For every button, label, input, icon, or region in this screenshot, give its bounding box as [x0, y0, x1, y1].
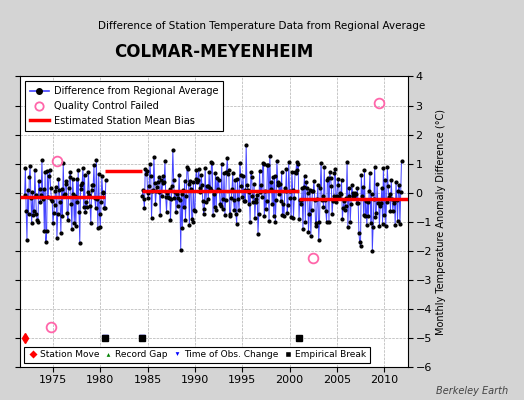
Title: COLMAR-MEYENHEIM: COLMAR-MEYENHEIM	[114, 43, 313, 61]
Legend: Station Move, Record Gap, Time of Obs. Change, Empirical Break: Station Move, Record Gap, Time of Obs. C…	[25, 347, 369, 363]
Text: Difference of Station Temperature Data from Regional Average: Difference of Station Temperature Data f…	[99, 21, 425, 31]
Text: Berkeley Earth: Berkeley Earth	[436, 386, 508, 396]
Y-axis label: Monthly Temperature Anomaly Difference (°C): Monthly Temperature Anomaly Difference (…	[436, 109, 446, 335]
